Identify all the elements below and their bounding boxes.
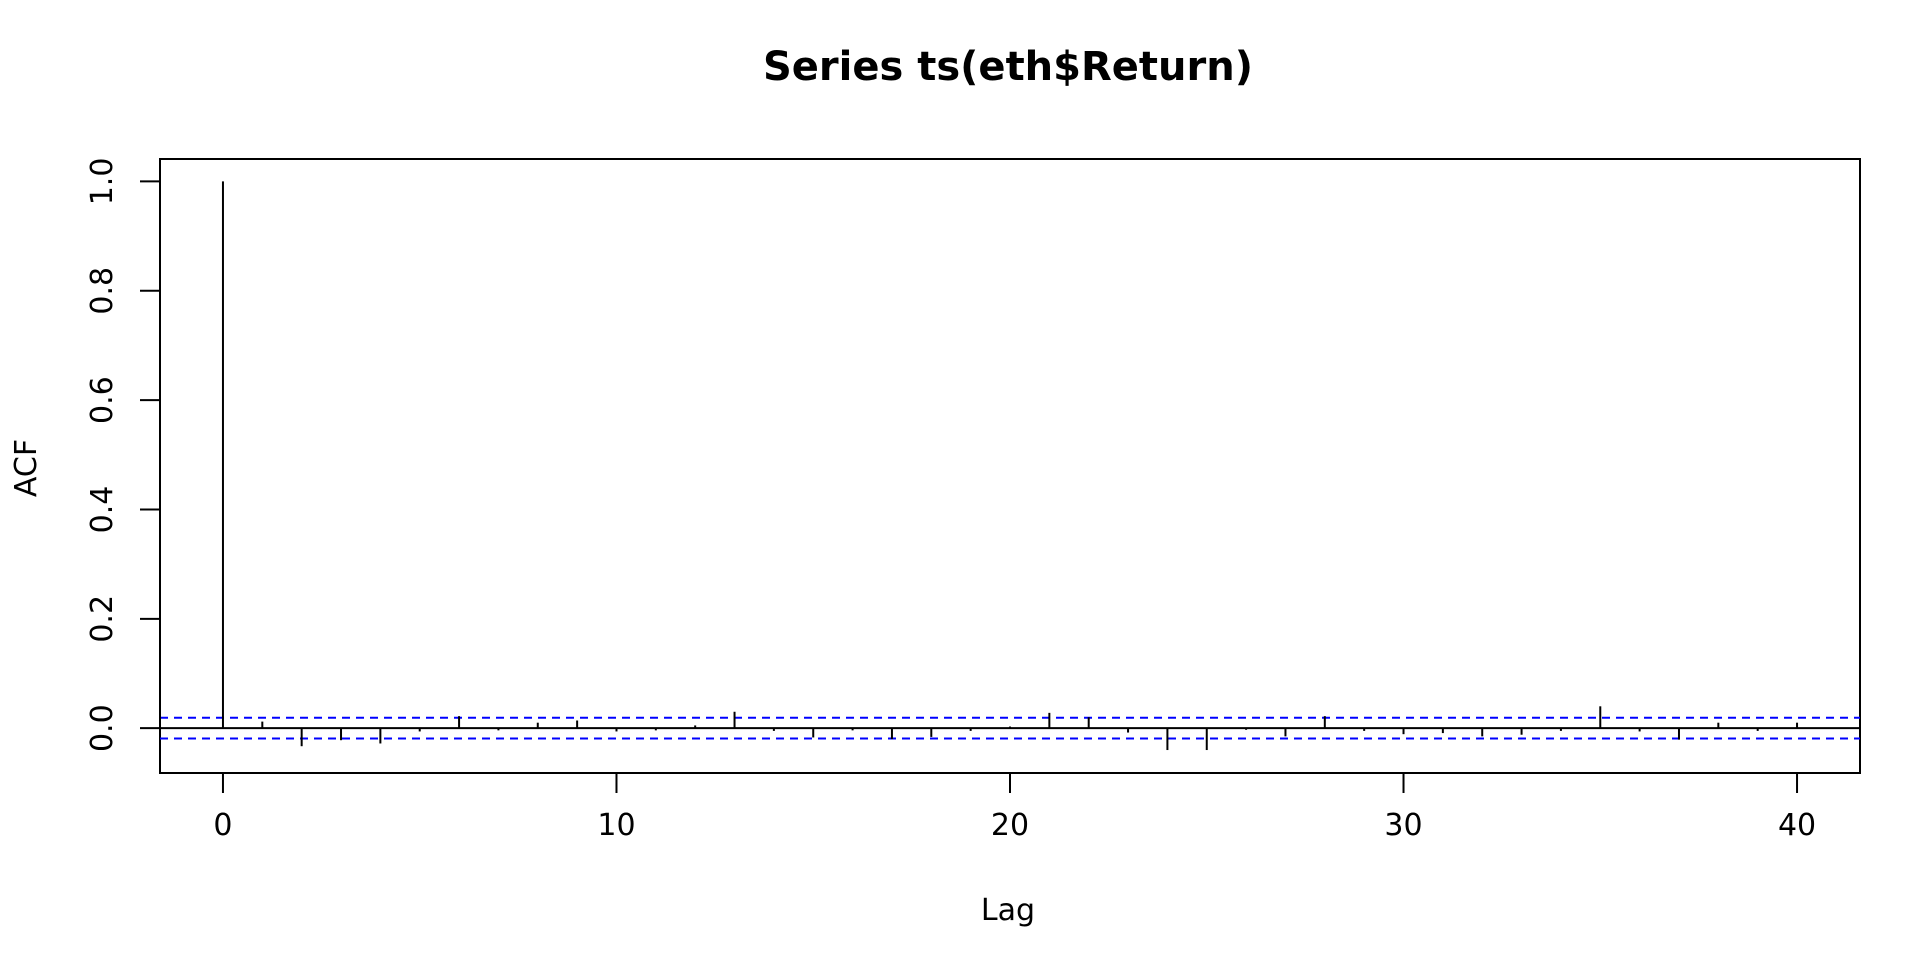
x-tick-label-40: 40 bbox=[1778, 808, 1816, 843]
x-axis-label: Lag bbox=[981, 893, 1035, 928]
y-tick-label-2: 0.4 bbox=[85, 486, 120, 534]
y-tick-label-4: 0.8 bbox=[85, 267, 120, 315]
chart-title: Series ts(eth$Return) bbox=[763, 44, 1253, 90]
y-tick-label-3: 0.6 bbox=[85, 376, 120, 424]
x-tick-label-20: 20 bbox=[991, 808, 1029, 843]
x-tick-label-30: 30 bbox=[1384, 808, 1422, 843]
y-tick-label-0: 0.0 bbox=[85, 704, 120, 752]
x-tick-label-0: 0 bbox=[213, 808, 232, 843]
plot-area: 0 10 20 30 40 0.0 0.2 0.4 0.6 0.8 1.0 bbox=[85, 158, 1861, 843]
y-tick-label-5: 1.0 bbox=[85, 158, 120, 206]
y-axis-label: ACF bbox=[9, 439, 44, 497]
x-tick-label-10: 10 bbox=[597, 808, 635, 843]
y-tick-label-1: 0.2 bbox=[85, 595, 120, 643]
plot-frame bbox=[159, 158, 1861, 774]
